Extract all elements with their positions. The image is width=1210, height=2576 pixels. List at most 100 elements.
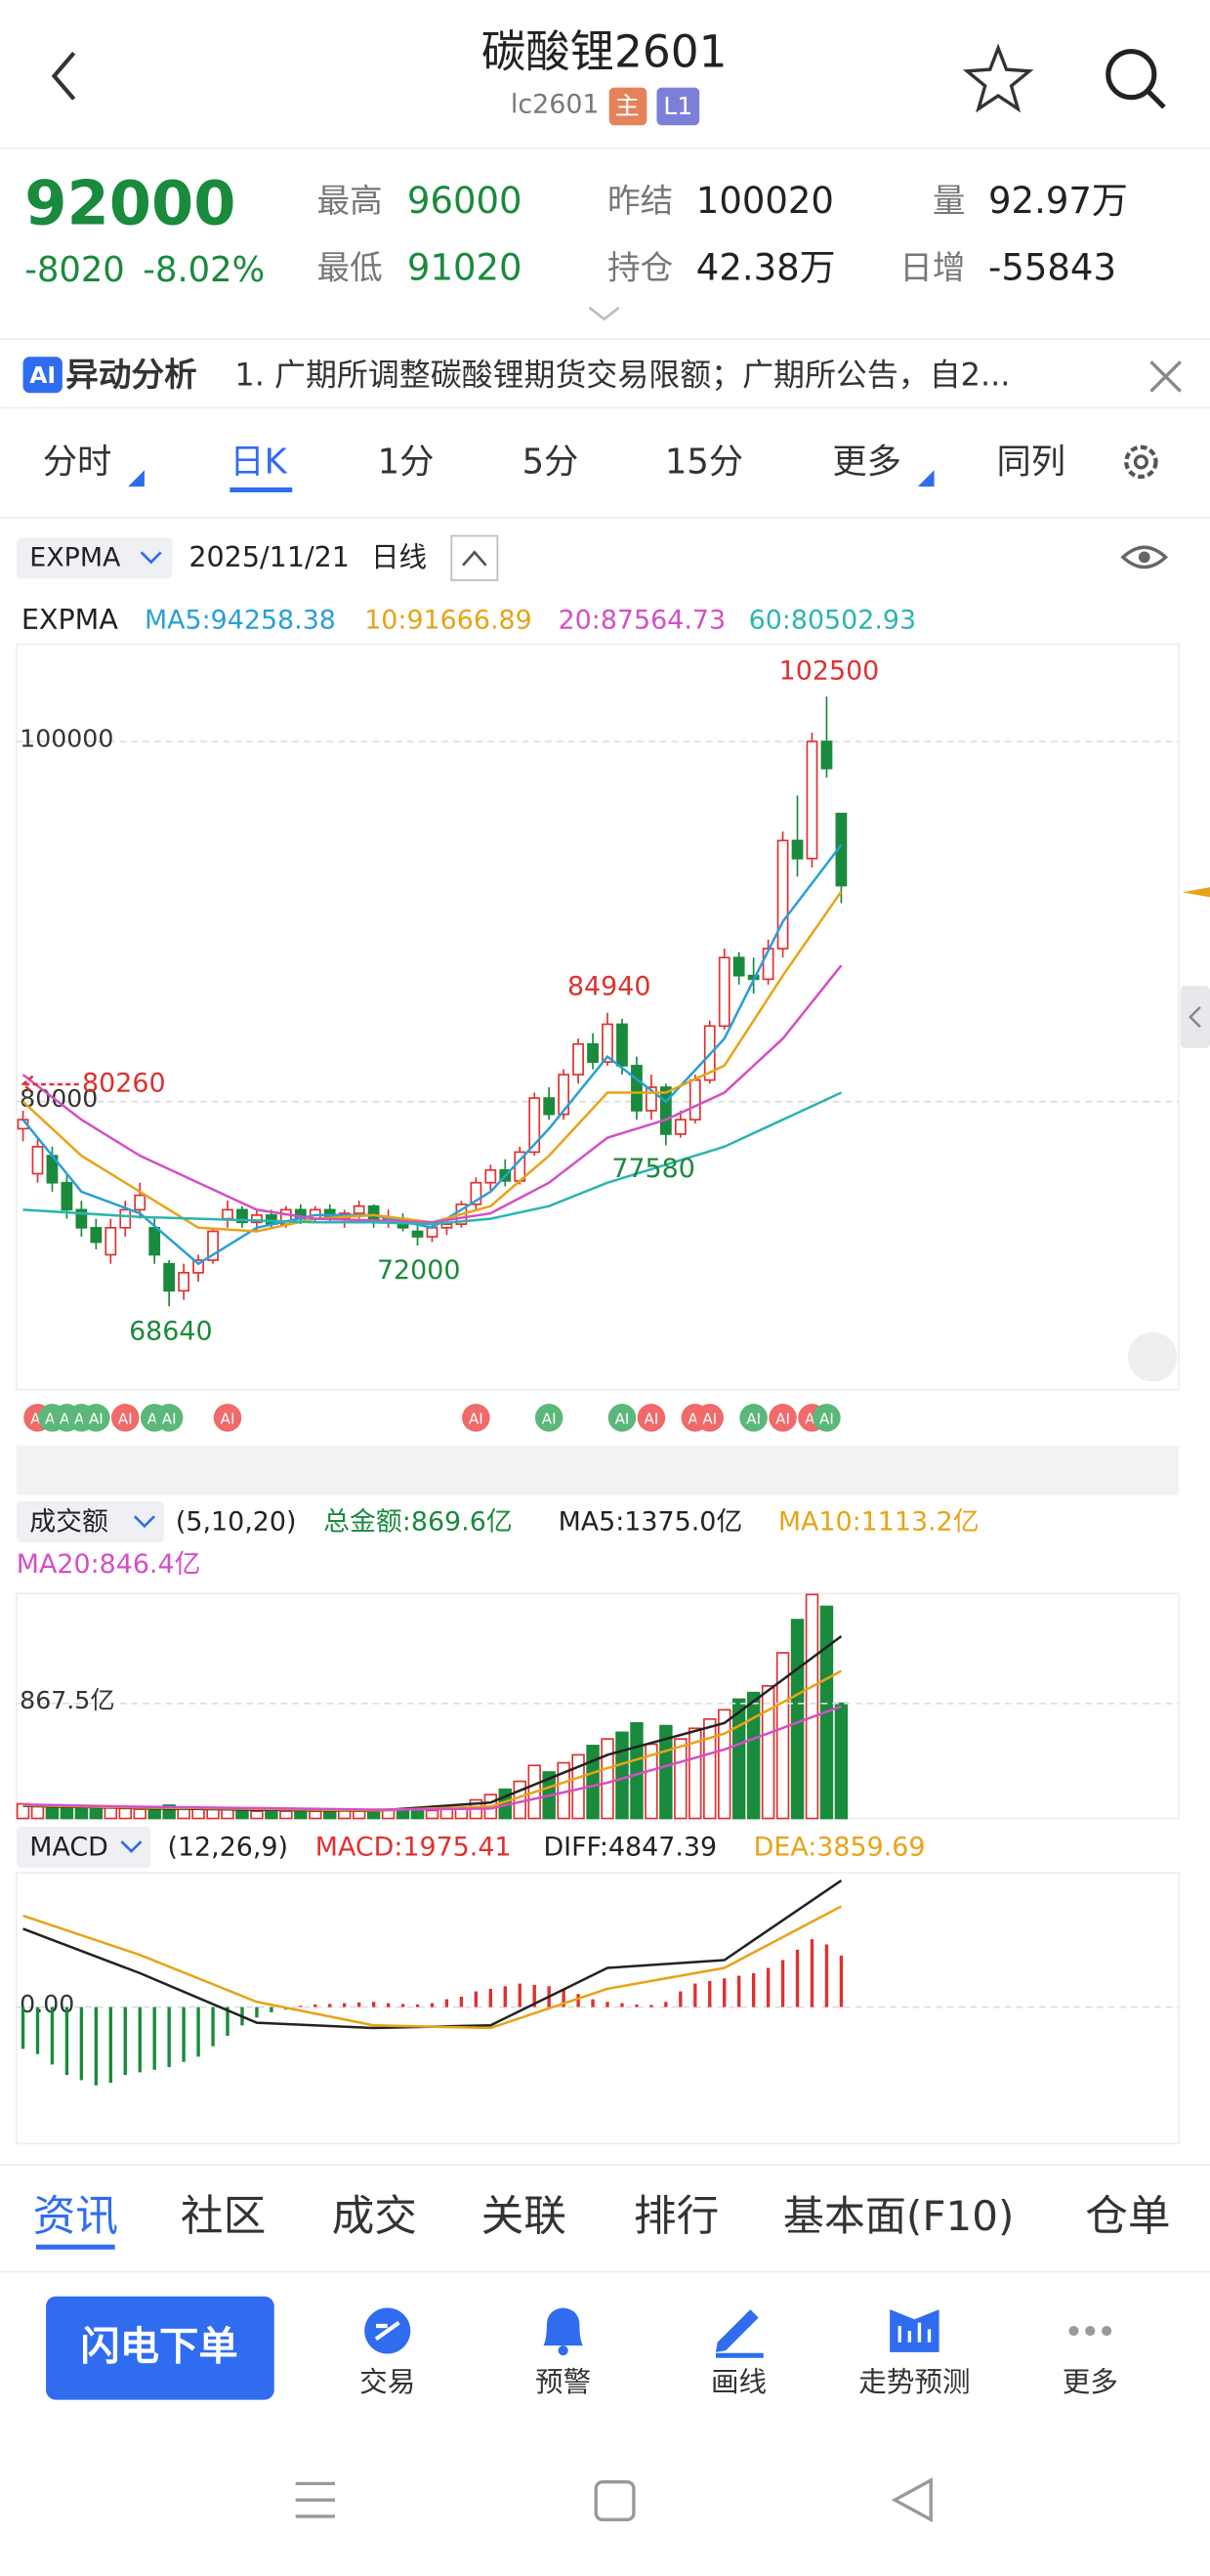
volume-bar: [761, 1685, 775, 1820]
change-pct: -8.02%: [143, 250, 265, 290]
nav-back[interactable]: [891, 2477, 933, 2523]
macd-bar: [79, 2006, 84, 2081]
candle-body: [820, 740, 833, 770]
contract-code: lc2601: [511, 90, 600, 120]
expand-chevron[interactable]: [588, 306, 620, 321]
candle-body: [602, 1023, 613, 1064]
macd-bar: [839, 1955, 844, 2007]
tab[interactable]: 5分: [522, 443, 579, 483]
field-value: 100020: [696, 180, 834, 222]
volume-bar: [235, 1809, 249, 1820]
tab[interactable]: 15分: [665, 443, 743, 483]
ma-line: [21, 964, 843, 1224]
back-button[interactable]: [51, 51, 76, 101]
macd-bar: [780, 1960, 785, 2007]
fullscreen-button[interactable]: [1127, 1331, 1178, 1382]
news-text[interactable]: 1. 广期所调整碳酸锂期货交易限额；广期所公告，自2...: [234, 356, 1010, 393]
forecast-icon[interactable]: [890, 2309, 939, 2352]
bottom-tab[interactable]: 排行: [634, 2192, 719, 2242]
macd-bar: [21, 2006, 25, 2049]
action-label[interactable]: 走势预测: [858, 2365, 970, 2398]
macd-bar: [766, 1967, 771, 2007]
search-button[interactable]: [1106, 49, 1157, 101]
volume-bar: [790, 1619, 805, 1820]
macd-bar: [591, 1999, 595, 2007]
bottom-tab[interactable]: 关联: [481, 2192, 566, 2242]
field-value: 92.97万: [988, 180, 1128, 222]
bottom-tab[interactable]: 仓单: [1085, 2192, 1170, 2242]
ma-line: [22, 1091, 842, 1226]
field-label: 量: [933, 182, 966, 220]
tab[interactable]: 分时: [43, 443, 112, 483]
bottom-tab[interactable]: 成交: [332, 2192, 417, 2242]
select-caret: [133, 1515, 155, 1529]
side-panel-tab[interactable]: [1180, 986, 1210, 1049]
macd-bar: [270, 2006, 273, 2012]
candle-body: [134, 1194, 146, 1211]
ai-marker-label: AI: [615, 1410, 630, 1427]
macd-bar: [810, 1939, 814, 2007]
indicator-select[interactable]: [16, 537, 173, 579]
macd-bar: [211, 2006, 215, 2047]
volume-bar: [601, 1738, 614, 1820]
tab[interactable]: 1分: [378, 443, 435, 483]
last-price: 92000: [24, 167, 235, 238]
macd-bar: [824, 1944, 829, 2007]
bottom-tab[interactable]: 社区: [181, 2192, 266, 2242]
field-label: 最高: [316, 182, 382, 220]
tab-active[interactable]: 日K: [229, 443, 287, 483]
quick-order-button[interactable]: [46, 2296, 274, 2400]
alert-icon[interactable]: [543, 2307, 583, 2346]
nav-menu[interactable]: [295, 2481, 335, 2518]
macd-bar: [723, 1978, 727, 2007]
candle-body: [470, 1181, 482, 1205]
field-value: 91020: [407, 247, 522, 289]
volume-select[interactable]: [16, 1501, 165, 1543]
macd-select[interactable]: [16, 1826, 151, 1868]
action-label[interactable]: 交易: [359, 2365, 415, 2398]
action-label[interactable]: 更多: [1063, 2365, 1118, 2398]
forecast-icon-bars: [897, 2322, 932, 2343]
low-annotation: 68640: [129, 1316, 213, 1346]
price-plot-frame: [15, 643, 1180, 1391]
field-label: 昨结: [607, 182, 673, 220]
macd-bar: [736, 1975, 741, 2007]
close-news[interactable]: [1149, 360, 1182, 393]
more-dot[interactable]: [1068, 2325, 1079, 2337]
action-label[interactable]: 预警: [535, 2365, 591, 2398]
tab[interactable]: 同列: [996, 443, 1065, 483]
volume-bar: [323, 1810, 337, 1820]
more-dot: [1102, 2325, 1112, 2337]
settings-button[interactable]: [1124, 444, 1158, 480]
ai-badge: AI: [29, 361, 56, 389]
tab-caret: [917, 470, 935, 487]
action-label[interactable]: 画线: [711, 2365, 767, 2398]
candle-body: [426, 1226, 438, 1238]
volume-bar: [265, 1809, 278, 1820]
bottom-tab[interactable]: 基本面(F10): [783, 2192, 1014, 2240]
volume-bar: [250, 1810, 264, 1820]
macd-bar: [795, 1949, 800, 2007]
macd-bar: [474, 1991, 479, 2007]
candle-body: [718, 956, 730, 1028]
macd-bar: [664, 2002, 668, 2007]
badge-bg: [608, 87, 647, 126]
nav-home[interactable]: [594, 2480, 636, 2522]
tab[interactable]: 更多: [832, 443, 901, 483]
collapse-button[interactable]: [450, 534, 499, 581]
volume-bar: [381, 1809, 396, 1820]
volume-bar: [688, 1727, 702, 1820]
ai-marker: [607, 1404, 637, 1432]
candle-body: [484, 1168, 497, 1184]
bottom-tab-active[interactable]: 资讯: [33, 2192, 118, 2242]
volume-bar: [703, 1717, 717, 1820]
select-caret: [140, 551, 162, 565]
high-annotation: 84940: [567, 971, 651, 1001]
visibility-button[interactable]: [1120, 545, 1169, 570]
volume-bar: [659, 1724, 673, 1820]
favorite-button[interactable]: [962, 43, 1034, 113]
candle-body: [192, 1259, 204, 1274]
draw-icon[interactable]: [715, 2309, 759, 2352]
candle-body: [61, 1181, 73, 1211]
